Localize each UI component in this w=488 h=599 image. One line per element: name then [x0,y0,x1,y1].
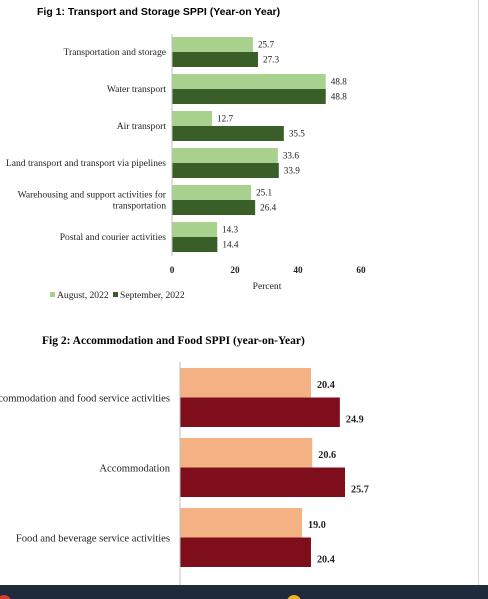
x-tick-label: 0 [170,265,175,275]
bar-august-2022-postal-and-courier-activities [172,222,218,237]
data-label: 26.4 [260,203,276,213]
taskbar [0,585,488,599]
data-label: 25.1 [256,188,272,198]
legend: August, 2022 September, 2022 [50,290,185,301]
bar-september-2022-air-transport [172,126,284,141]
data-label: 20.4 [317,380,335,391]
x-axis-label: Percent [253,281,282,292]
bar-series2-food-and-beverage-service-activities [180,537,311,567]
bar-series1-accommodation-and-food-service-activities [180,368,311,398]
plot-area: Accommodation and food service activitie… [0,368,369,567]
bar-series2-accommodation-and-food-service-activities [180,397,340,427]
data-label: 27.3 [263,55,279,65]
plot-area: Transportation and storage 25.7 27.3 Water … [6,37,347,252]
bar-august-2022-water-transport [172,74,326,89]
data-label: 24.9 [346,415,364,426]
bar-series2-accommodation [180,467,345,497]
bar-august-2022-land-transport-and-transport-via-pipelines [172,148,278,163]
category-label-warehousing-and-support-activities-for-transportation: Warehousing and support activities for [18,190,167,201]
bar-august-2022-air-transport [172,111,213,126]
category-label-warehousing-and-support-activities-for-transportation: transportation [113,201,166,212]
data-label: 12.7 [217,114,233,124]
data-label: 20.6 [318,450,336,461]
bar-september-2022-postal-and-courier-activities [172,237,218,252]
category-label-accommodation-and-food-service-activities: Accommodation and food service activitie… [0,394,170,405]
category-label-water-transport: Water transport [107,84,166,95]
x-tick-label: 60 [356,265,366,275]
bar-september-2022-transportation-and-storage [172,52,258,67]
x-tick-label: 20 [230,265,240,275]
bar-series1-food-and-beverage-service-activities [180,508,302,538]
data-label: 19.0 [308,520,326,531]
bar-september-2022-water-transport [172,89,326,104]
data-label: 35.5 [289,129,305,139]
data-label: 33.6 [283,151,299,161]
bar-september-2022-warehousing-and-support-activities-for-transportation [172,200,256,215]
category-label-land-transport-and-transport-via-pipelines: Land transport and transport via pipelin… [6,158,166,169]
category-label-air-transport: Air transport [117,121,167,132]
taskbar-app-icon[interactable] [0,595,11,599]
chart-title: Fig 1: Transport and Storage SPPI (Year-… [37,6,280,18]
bar-series1-accommodation [180,438,313,468]
chart-fig1: Fig 1: Transport and Storage SPPI (Year-… [6,6,366,301]
data-label: 33.9 [284,166,300,176]
data-label: 20.4 [317,555,335,566]
window-edge [478,0,479,585]
bar-september-2022-land-transport-and-transport-via-pipelines [172,163,279,178]
chart-title: Fig 2: Accommodation and Food SPPI (year… [42,335,305,347]
category-label-transportation-and-storage: Transportation and storage [64,47,167,58]
data-label: 48.8 [331,77,347,87]
data-label: 48.8 [331,92,347,102]
data-label: 14.4 [222,240,238,250]
bar-august-2022-transportation-and-storage [172,37,253,52]
taskbar-app-icon[interactable] [287,595,301,599]
data-label: 14.3 [222,225,238,235]
x-tick-label: 40 [293,265,303,275]
category-label-postal-and-courier-activities: Postal and courier activities [60,232,167,243]
legend-label-august: August, 2022 [57,290,109,301]
data-label: 25.7 [258,40,274,50]
x-axis: 0 20 40 60 [170,265,366,275]
legend-swatch-august [50,292,55,297]
category-label-accommodation: Accommodation [99,464,170,475]
legend-swatch-september [113,292,118,297]
bar-august-2022-warehousing-and-support-activities-for-transportation [172,185,252,200]
category-label-food-and-beverage-service-activities: Food and beverage service activities [16,534,170,545]
legend-label-september: September, 2022 [120,290,185,301]
data-label: 25.7 [351,485,369,496]
chart-fig2: Fig 2: Accommodation and Food SPPI (year… [0,335,369,585]
